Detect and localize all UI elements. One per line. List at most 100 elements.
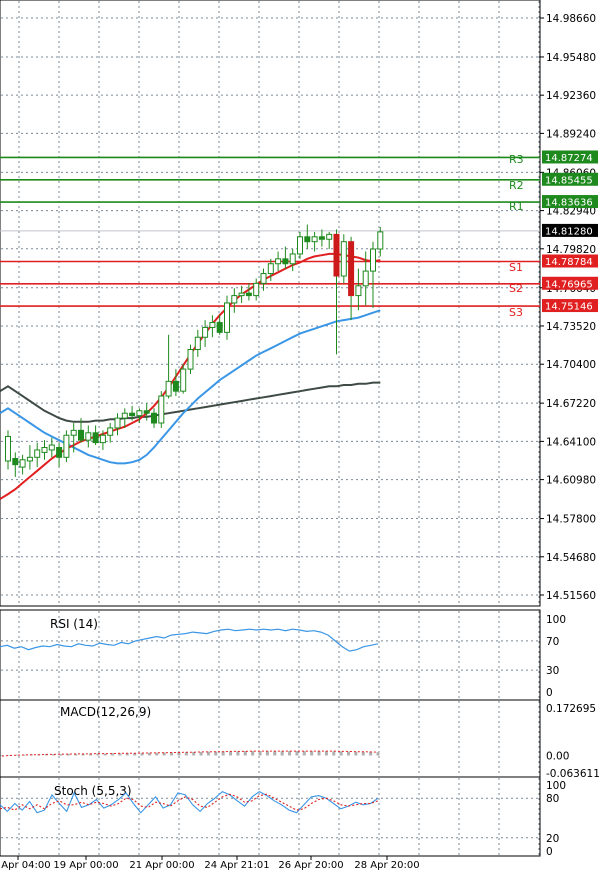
stoch-panel-border [0,776,541,857]
candle-body [121,412,128,419]
rsi-y-tick-label: 100 [546,614,566,626]
level-name-r2: R2 [509,179,524,192]
candle-body [85,432,92,441]
level-price-label: 14.76965 [545,279,593,290]
candle-body [304,236,311,243]
x-tick-label: 28 Apr 20:00 [354,860,419,871]
level-price-label: 14.78784 [545,257,593,268]
candle-body [348,241,355,297]
candle-body [297,236,303,255]
x-tick-label: 24 Apr 21:01 [204,860,269,871]
macd-signal-line [1,750,379,757]
level-price-badge [542,276,598,290]
candle-body [143,410,150,414]
candle-body [377,231,384,250]
candle-body [136,410,143,417]
candle-body [194,336,201,350]
level-name-r1: R1 [509,200,524,213]
stoch-signal-line [0,793,379,811]
price-y-tick-label: 14.82940 [546,206,596,218]
rsi-y-tick-label: 30 [546,665,559,677]
current-price-label: 14.81280 [545,226,593,237]
macd-y-tick-label: -0.063611 [546,768,600,780]
price-y-tick-label: 14.51560 [546,590,596,602]
candle-body [19,459,26,468]
macd-y-tick-label: 0.00 [546,751,569,763]
candle-body [12,458,19,466]
stoch-main-line [0,790,379,814]
price-y-tick-label: 14.73520 [546,321,596,333]
candle-body [5,435,11,462]
rsi-line [0,628,379,652]
candle-body [78,429,84,441]
candle-body [340,241,347,277]
candle-body [48,444,55,451]
x-tick-label: 26 Apr 20:00 [278,860,343,871]
candle-body [41,447,48,453]
candle-body [253,282,260,297]
candle-body [238,292,245,297]
candle-body [355,285,362,297]
level-price-label: 14.75146 [545,302,593,313]
candle-body [326,233,333,240]
price-y-tick-label: 14.70400 [546,359,596,371]
candle-body [245,292,252,297]
candle-body [92,432,99,444]
ma-fast-line [0,252,381,500]
price-y-tick-label: 14.95480 [546,52,596,64]
level-name-s3: S3 [509,306,523,319]
candle-body [282,258,289,265]
level-price-badge [542,150,598,164]
candle-body [99,434,106,444]
level-price-label: 14.87274 [545,153,593,164]
candle-body [289,253,296,265]
price-y-tick-label: 14.54680 [546,552,596,564]
candle-body [275,258,282,265]
candle-body [158,395,165,424]
ma-slow-line [0,381,381,423]
x-tick-label: 17 Apr 04:00 [0,860,51,871]
x-tick-label: 21 Apr 00:00 [129,860,194,871]
price-y-tick-label: 14.57800 [546,514,596,526]
candle-body [70,429,77,436]
price-y-tick-label: 14.98660 [546,13,596,25]
price-y-tick-label: 14.67220 [546,398,596,410]
price-y-tick-label: 14.92360 [546,90,596,102]
level-price-label: 14.85455 [545,175,593,186]
stoch-y-tick-label: 100 [546,780,566,792]
level-name-s2: S2 [509,282,523,295]
rsi-y-tick-label: 0 [546,687,553,699]
candle-body [202,326,209,338]
candle-body [107,427,114,436]
candle-body [26,456,33,462]
level-price-label: 14.83636 [545,198,593,209]
price-y-tick-label: 14.60980 [546,475,596,487]
rsi-title: RSI (14) [50,617,98,631]
candle-body [209,322,216,328]
candle-body [216,322,223,333]
candle-body [56,447,63,458]
rsi-y-tick-label: 70 [546,636,559,648]
candle-body [370,248,376,272]
macd-title: MACD(12,26,9) [60,705,151,719]
candle-body [187,348,194,370]
candle-body [114,417,121,429]
stoch-y-tick-label: 20 [546,833,559,845]
macd-y-tick-label: 0.172695 [546,703,596,715]
candle-body [260,273,267,284]
candle-body [362,270,369,287]
candle-body [63,434,70,458]
candle-body [129,412,136,417]
current-price-badge [542,223,598,237]
price-panel-border [0,0,541,607]
candle-body [151,412,157,424]
candle-body [180,368,187,392]
level-price-badge [542,254,598,268]
candle-body [172,380,179,392]
candle-body [333,233,340,277]
level-price-badge [542,172,598,186]
price-y-tick-label: 14.64100 [546,436,596,448]
candle-body [34,449,41,458]
